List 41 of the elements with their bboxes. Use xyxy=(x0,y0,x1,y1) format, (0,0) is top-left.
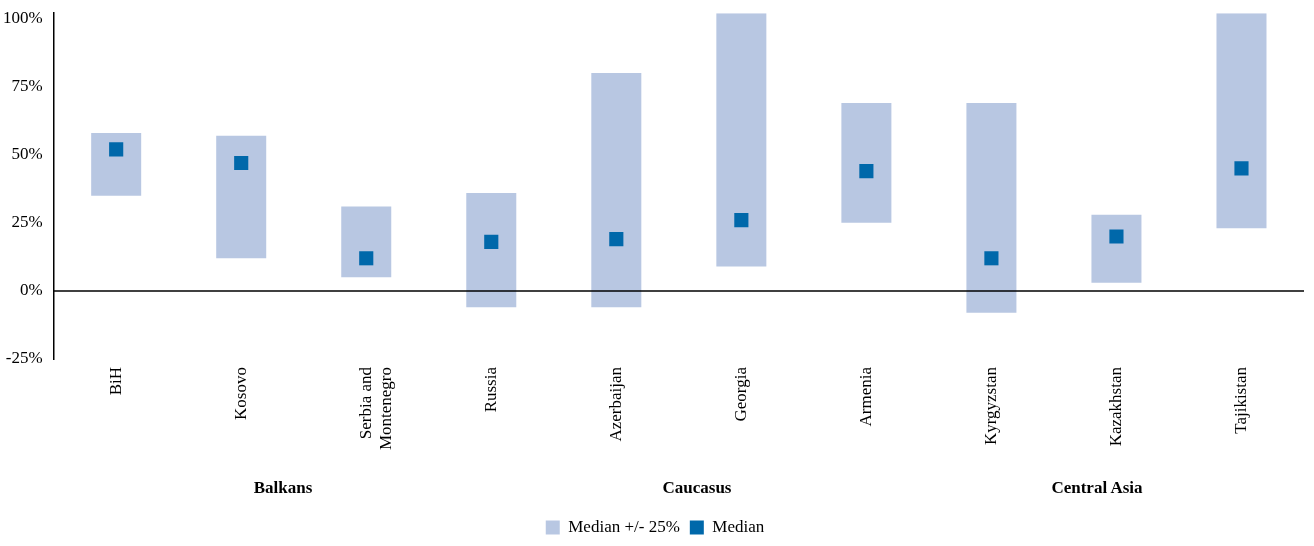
y-tick-label: 75% xyxy=(11,76,43,96)
point xyxy=(234,155,249,171)
legend-label: Median xyxy=(712,516,765,536)
x-tick-label: Kyrgyzstan xyxy=(980,366,1000,446)
x-tick-label: Azerbaijan xyxy=(605,366,625,442)
text: Central Asia xyxy=(1051,478,1143,498)
legend-label: Median +/- 25% xyxy=(568,516,680,536)
bar xyxy=(966,103,1017,313)
x-tick-label: Russia xyxy=(480,366,500,413)
point xyxy=(734,213,749,228)
point xyxy=(859,164,874,179)
text: Balkans xyxy=(253,478,313,498)
bar xyxy=(216,135,267,259)
bar xyxy=(716,13,767,267)
bar xyxy=(591,73,642,308)
y-tick-label: 50% xyxy=(11,144,43,164)
bar xyxy=(1091,214,1142,283)
x-tick-label: Kazakhstan xyxy=(1105,366,1125,447)
y-tick-label: -25% xyxy=(5,348,43,368)
point xyxy=(984,251,999,266)
point xyxy=(359,251,374,266)
bar xyxy=(341,206,392,278)
x-tick-label: Tajikistan xyxy=(1230,366,1250,434)
point xyxy=(609,232,624,247)
bar xyxy=(841,103,892,223)
x-tick-label: Serbia and Montenegro xyxy=(355,366,396,451)
text: Caucasus xyxy=(662,478,732,498)
y-tick-label: 100% xyxy=(2,8,43,28)
point xyxy=(1234,161,1249,176)
point xyxy=(484,234,499,249)
x-tick-label: Georgia xyxy=(730,366,750,422)
point xyxy=(109,142,124,157)
bar xyxy=(466,192,517,308)
bar xyxy=(91,133,142,196)
bar xyxy=(1216,13,1267,229)
y-tick-label: 0% xyxy=(19,280,43,300)
x-tick-label: Kosovo xyxy=(230,367,250,420)
y-tick-label: 25% xyxy=(11,212,43,232)
point xyxy=(1109,229,1124,244)
x-tick-label: Armenia xyxy=(855,366,875,427)
x-tick-label: BiH xyxy=(105,367,125,396)
